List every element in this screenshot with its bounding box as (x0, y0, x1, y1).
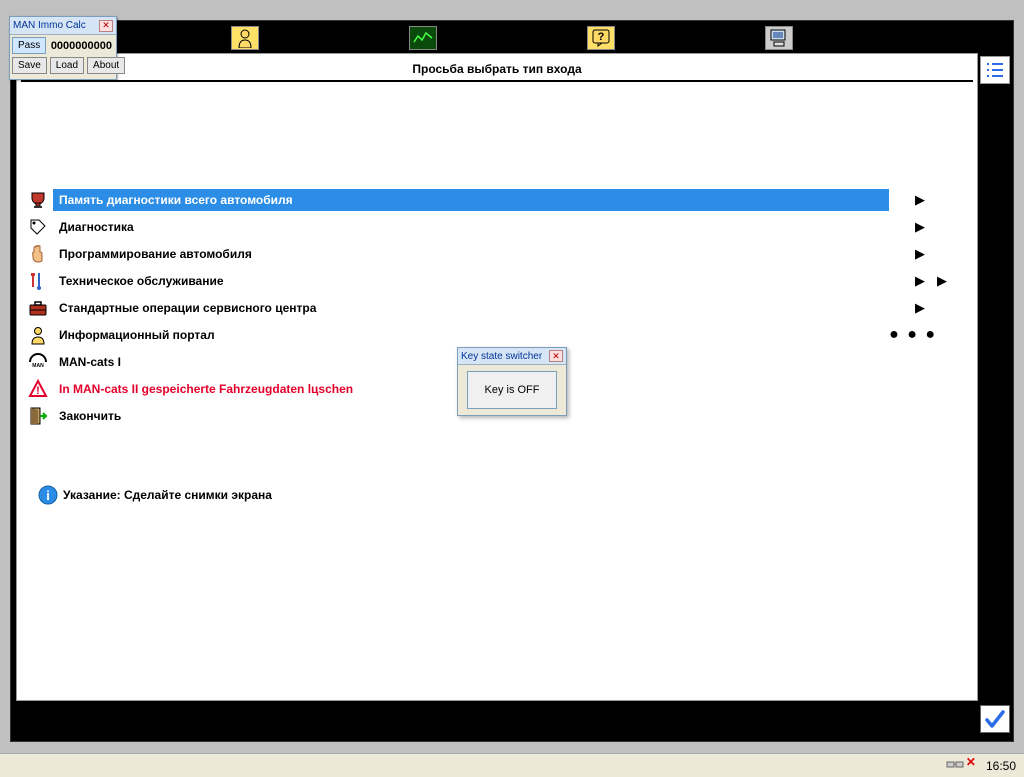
close-icon[interactable]: ✕ (99, 20, 113, 32)
man-logo-icon: MAN (27, 351, 49, 373)
menu-label: Диагностика (53, 216, 889, 238)
menu-label: Память диагностики всего автомобиля (53, 189, 889, 211)
top-toolbar: ? (11, 21, 1013, 51)
chevron-right-icon: ▶ (915, 273, 925, 289)
exit-icon (27, 405, 49, 427)
warning-icon: ! (27, 378, 49, 400)
save-button[interactable]: Save (12, 57, 47, 74)
menu-label: Стандартные операции сервисного центра (53, 297, 889, 319)
menu-item-service-center[interactable]: Стандартные операции сервисного центра ▶ (27, 294, 977, 321)
keystate-title-text: Key state switcher (461, 351, 542, 362)
computer-icon[interactable] (765, 26, 793, 50)
menu-item-info-portal[interactable]: Информационный портал ● ● ● (27, 321, 977, 348)
menu-label: Техническое обслуживание (53, 270, 889, 292)
disconnect-icon: ✕ (966, 755, 976, 769)
chevron-right-icon: ▶ (915, 300, 925, 316)
info-person-icon (27, 324, 49, 346)
tools-icon (27, 270, 49, 292)
menu-item-programming[interactable]: Программирование автомобиля ▶ (27, 240, 977, 267)
menu-label: Программирование автомобиля (53, 243, 889, 265)
panel-divider (21, 80, 973, 82)
monitor-icon[interactable] (409, 26, 437, 50)
svg-text:?: ? (598, 31, 605, 43)
load-button[interactable]: Load (50, 57, 84, 74)
menu-item-maintenance[interactable]: Техническое обслуживание ▶ ▶ (27, 267, 977, 294)
chevron-right-icon: ▶ (915, 192, 925, 208)
keystate-window: Key state switcher ✕ Key is OFF (457, 347, 567, 416)
person-icon[interactable] (231, 26, 259, 50)
info-icon: i (37, 484, 59, 506)
trophy-icon (27, 189, 49, 211)
hand-icon (27, 243, 49, 265)
list-view-button[interactable] (980, 56, 1010, 84)
chevron-right-icon: ▶ (915, 219, 925, 235)
keystate-titlebar[interactable]: Key state switcher ✕ (458, 348, 566, 365)
keystate-toggle-button[interactable]: Key is OFF (467, 371, 557, 409)
status-bar: ✕ 16:50 (0, 753, 1024, 777)
svg-text:MAN: MAN (32, 363, 44, 369)
menu-list: Память диагностики всего автомобиля ▶ Ди… (17, 86, 977, 506)
menu-label: Информационный портал (53, 324, 889, 346)
toolbox-icon (27, 297, 49, 319)
connection-icon (946, 756, 964, 775)
help-icon[interactable]: ? (587, 26, 615, 50)
panel-header: Просьба выбрать тип входа (17, 54, 977, 80)
immo-titlebar[interactable]: MAN Immo Calc ✕ (10, 17, 116, 35)
svg-text:i: i (46, 488, 50, 503)
status-time: 16:50 (986, 759, 1016, 773)
tag-icon (27, 216, 49, 238)
chevron-right-icon: ▶ (937, 273, 947, 289)
menu-item-diagnostics-memory[interactable]: Память диагностики всего автомобиля ▶ (27, 186, 977, 213)
chevron-right-icon: ▶ (915, 246, 925, 262)
immo-code: 0000000000 (49, 40, 114, 52)
about-button[interactable]: About (87, 57, 125, 74)
close-icon[interactable]: ✕ (549, 350, 563, 362)
note-text: Указание: Сделайте снимки экрана (63, 488, 272, 502)
confirm-button[interactable] (980, 705, 1010, 733)
dots-icon: ● ● ● (889, 326, 937, 344)
immo-calc-window: MAN Immo Calc ✕ Pass 0000000000 Save Loa… (9, 16, 117, 80)
immo-title-text: MAN Immo Calc (13, 20, 86, 31)
menu-item-diagnostics[interactable]: Диагностика ▶ (27, 213, 977, 240)
note-row: i Указание: Сделайте снимки экрана (27, 484, 977, 506)
pass-button[interactable]: Pass (12, 37, 46, 54)
svg-text:!: ! (36, 385, 40, 397)
